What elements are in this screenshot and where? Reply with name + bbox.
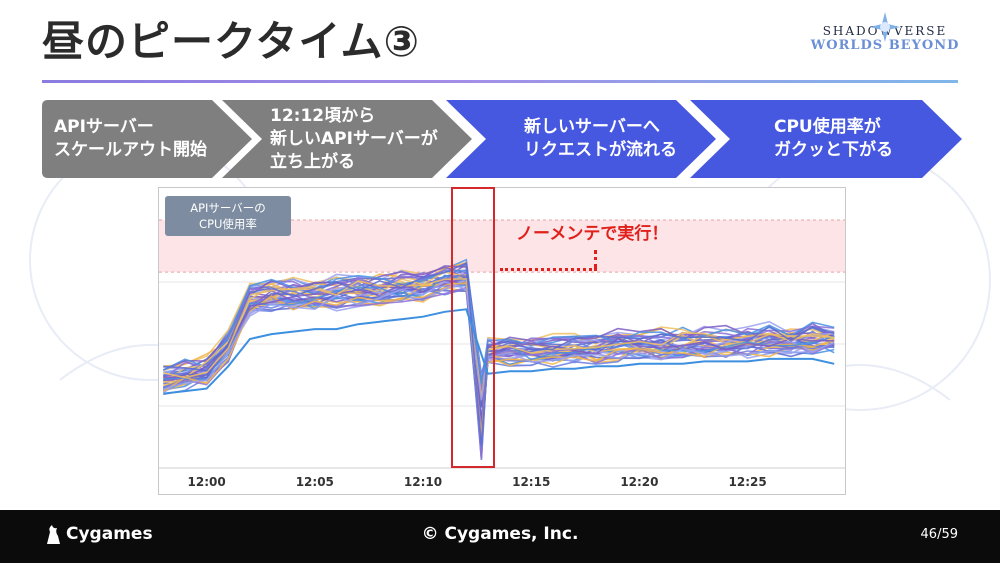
annotation-leader-horizontal bbox=[500, 268, 597, 271]
process-flow: APIサーバー スケールアウト開始 12:12頃から 新しいAPIサーバーが 立… bbox=[42, 100, 962, 178]
series-line-4 bbox=[163, 258, 835, 388]
series-line-33 bbox=[162, 287, 835, 448]
lowest-series-line bbox=[163, 308, 835, 395]
series-line-7 bbox=[163, 263, 835, 384]
scale-out-highlight-box bbox=[451, 187, 495, 468]
step-1-label: APIサーバー スケールアウト開始 bbox=[54, 117, 207, 160]
cpu-usage-chart-plot: 12:00 12:05 12:10 12:15 12:20 12:25 bbox=[159, 219, 845, 489]
cpu-usage-chart: 12:00 12:05 12:10 12:15 12:20 12:25 APIサーバーの … bbox=[158, 187, 846, 495]
series-line-24 bbox=[163, 288, 835, 452]
series-line-28 bbox=[162, 269, 835, 385]
step-4-label: CPU使用率が ガクッと下がる bbox=[774, 117, 893, 160]
step-3-shape bbox=[446, 100, 716, 178]
step-1-shape bbox=[42, 100, 252, 178]
step-4-shape bbox=[690, 100, 962, 178]
x-tick-label-3: 12:15 bbox=[512, 475, 550, 489]
cygames-mascot-icon bbox=[47, 525, 60, 544]
x-tick-label-2: 12:10 bbox=[404, 475, 442, 489]
step-2: 12:12頃から 新しいAPIサーバーが 立ち上がる bbox=[222, 100, 472, 178]
series-line-40 bbox=[163, 261, 835, 446]
annotation-text: ノーメンテで実行！ bbox=[516, 224, 669, 244]
step-2-shape bbox=[222, 100, 472, 178]
step-4: CPU使用率が ガクッと下がる bbox=[690, 100, 962, 178]
shadowverse-logo: SHADOWVERSE WORLDS BEYOND bbox=[810, 10, 960, 74]
step-2-label: 12:12頃から 新しいAPIサーバーが 立ち上がる bbox=[270, 105, 438, 172]
footer-copyright: © Cygames, Inc. bbox=[421, 524, 579, 544]
x-tick-label-5: 12:25 bbox=[729, 475, 767, 489]
step-1: APIサーバー スケールアウト開始 bbox=[42, 100, 252, 178]
step-3: 新しいサーバーへ リクエストが流れる bbox=[446, 100, 716, 178]
chart-badge: APIサーバーの CPU使用率 bbox=[165, 196, 291, 236]
annotation-leader-vertical bbox=[594, 250, 597, 268]
logo-text-bottom: WORLDS BEYOND bbox=[810, 38, 960, 53]
x-tick-label-1: 12:05 bbox=[296, 475, 334, 489]
footer-brand: Cygames bbox=[44, 524, 153, 544]
page-number: 46/59 bbox=[920, 527, 958, 542]
step-3-label: 新しいサーバーへ リクエストが流れる bbox=[524, 117, 677, 160]
footer-brand-text: Cygames bbox=[66, 524, 153, 544]
x-tick-label-4: 12:20 bbox=[620, 475, 658, 489]
title-underline bbox=[42, 80, 958, 83]
x-tick-label-0: 12:00 bbox=[188, 475, 226, 489]
crystal-star-icon bbox=[870, 12, 900, 42]
footer-bar: Cygames © Cygames, Inc. 46/59 bbox=[0, 510, 1000, 563]
page-title: 昼のピークタイム③ bbox=[42, 17, 421, 66]
